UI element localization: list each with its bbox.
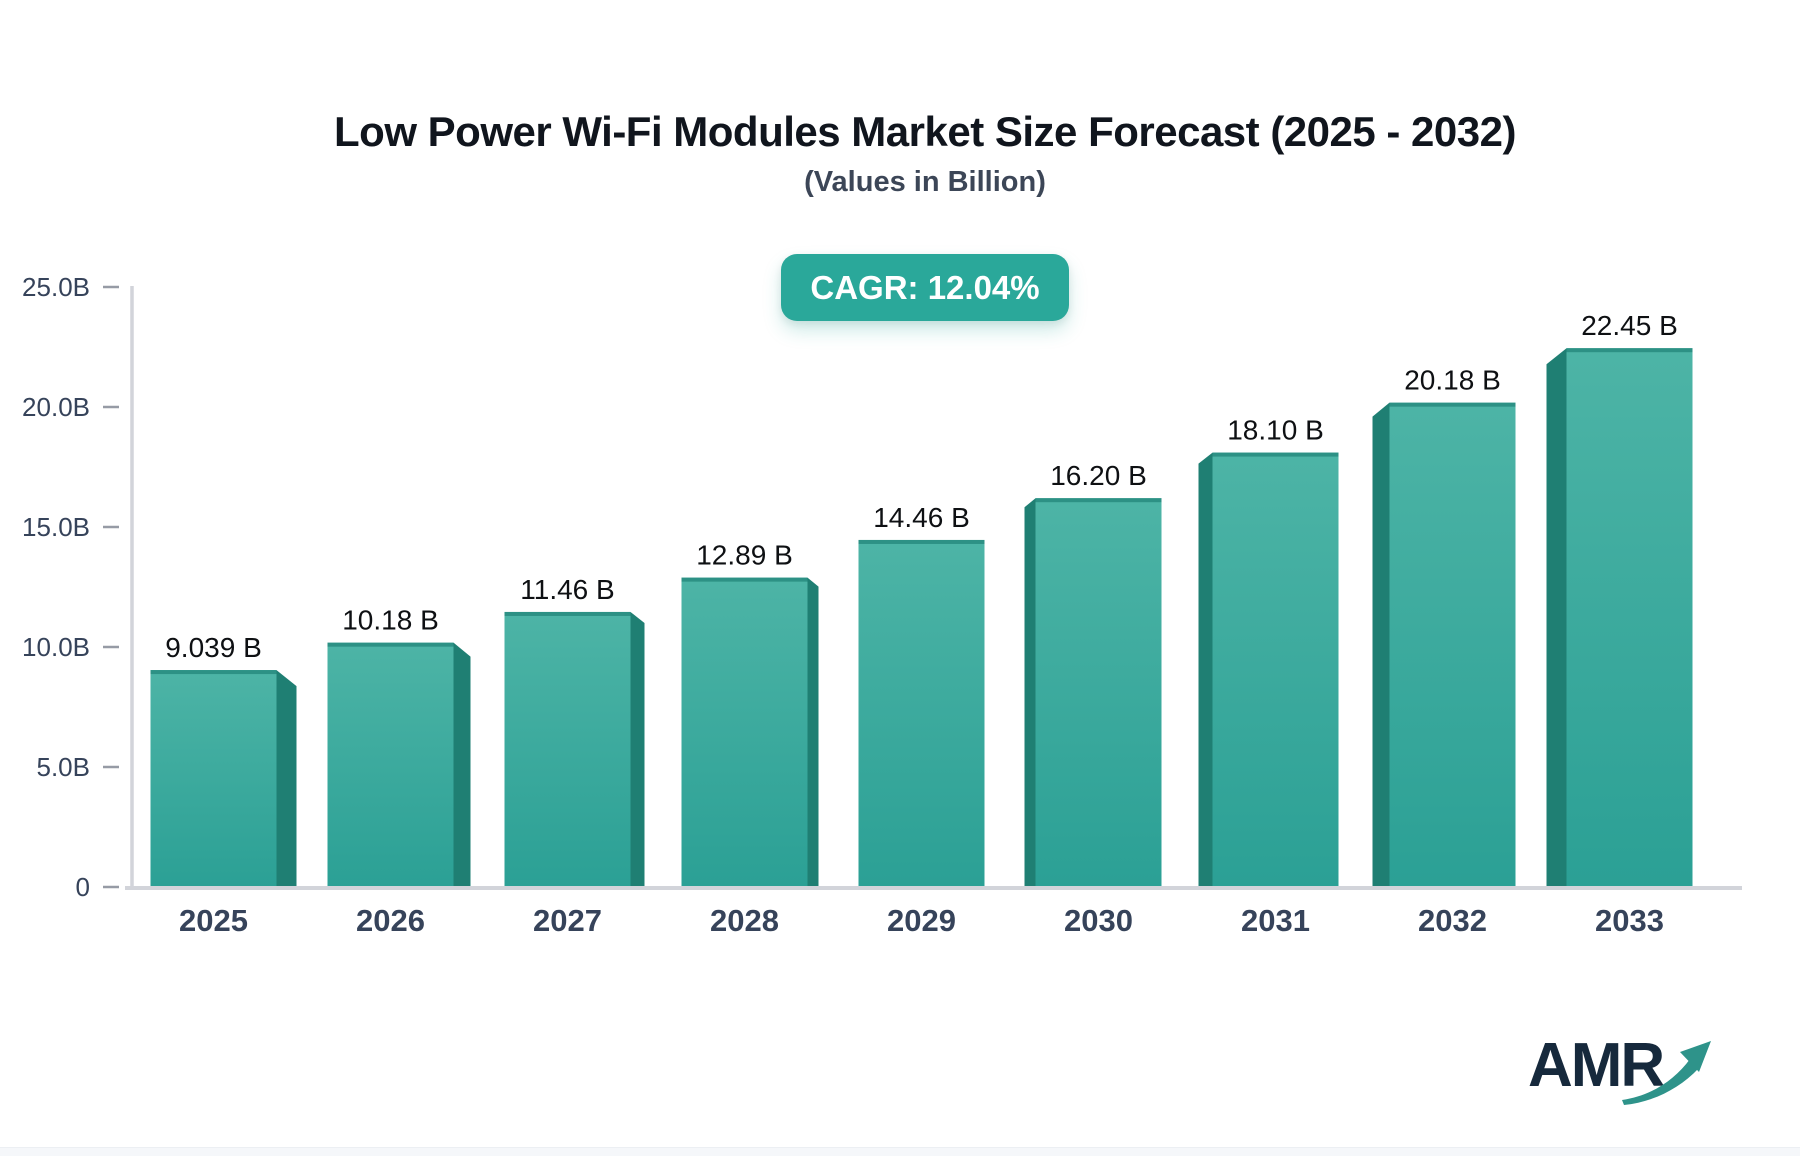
y-axis-label: 20.0B — [22, 392, 90, 422]
cagr-badge: CAGR: 12.04% — [781, 254, 1069, 321]
bar-front-face — [327, 642, 454, 887]
bar-top-edge — [681, 577, 808, 582]
x-axis-label: 2025 — [179, 903, 248, 938]
bar-value-label: 11.46 B — [520, 574, 614, 605]
bar-top-edge — [1566, 348, 1693, 353]
bar-2031 — [1198, 452, 1339, 887]
bar-top-edge — [327, 642, 454, 647]
bar-2030 — [1024, 498, 1162, 887]
x-axis-label: 2028 — [710, 903, 779, 938]
x-axis-label: 2026 — [356, 903, 425, 938]
bar-value-label: 22.45 B — [1581, 310, 1678, 341]
bar-side-face — [630, 611, 645, 887]
bar-top-edge — [1035, 498, 1162, 503]
bar-top-edge — [1212, 452, 1339, 457]
chart-subtitle: (Values in Billion) — [804, 166, 1046, 198]
y-axis-label: 15.0B — [22, 512, 90, 542]
bar-2026 — [327, 642, 471, 887]
bar-front-face — [1566, 348, 1693, 887]
bar-2025 — [150, 670, 297, 887]
amr-logo: AMR — [1528, 1030, 1728, 1110]
bar-value-label: 18.10 B — [1227, 415, 1324, 446]
x-axis-label: 2033 — [1595, 903, 1664, 938]
y-axis-label: 0 — [76, 872, 90, 902]
x-axis-label: 2030 — [1064, 903, 1133, 938]
bar-top-edge — [858, 539, 985, 544]
bar-value-label: 14.46 B — [873, 502, 970, 533]
bar-2027 — [504, 611, 645, 887]
bar-front-face — [504, 611, 631, 887]
bar-front-face — [858, 539, 985, 887]
bar-value-label: 16.20 B — [1050, 460, 1147, 491]
logo-arrow-swoosh — [1622, 1059, 1699, 1105]
bar-side-face — [276, 670, 297, 887]
bar-2029 — [858, 539, 985, 887]
x-axis-label: 2029 — [887, 903, 956, 938]
x-axis-label: 2031 — [1241, 903, 1310, 938]
bar-value-label: 20.18 B — [1404, 365, 1501, 396]
amr-logo-text: AMR — [1528, 1031, 1665, 1100]
bar-side-face — [1546, 348, 1567, 887]
bar-top-edge — [504, 611, 631, 616]
x-axis-label: 2027 — [533, 903, 602, 938]
bar-2028 — [681, 577, 819, 887]
bar-top-edge — [1389, 402, 1516, 407]
y-axis-label: 25.0B — [22, 272, 90, 302]
bar-side-face — [1198, 452, 1213, 887]
bar-2032 — [1372, 402, 1516, 887]
bar-front-face — [1212, 452, 1339, 887]
bar-front-face — [1035, 498, 1162, 887]
bar-value-label: 9.039 B — [165, 632, 262, 663]
bar-2033 — [1546, 348, 1693, 887]
x-axis-label: 2032 — [1418, 903, 1487, 938]
logo-arrow-head — [1680, 1041, 1711, 1072]
bar-front-face — [1389, 402, 1516, 887]
bar-side-face — [1372, 402, 1390, 887]
y-axis-label: 5.0B — [37, 752, 91, 782]
y-axis-label: 10.0B — [22, 632, 90, 662]
bar-front-face — [150, 670, 277, 887]
bar-front-face — [681, 577, 808, 887]
chart-title: Low Power Wi-Fi Modules Market Size Fore… — [334, 108, 1516, 155]
bar-value-label: 10.18 B — [342, 605, 439, 636]
bar-side-face — [453, 642, 471, 887]
bar-value-label: 12.89 B — [696, 540, 793, 571]
bar-side-face — [807, 577, 819, 887]
logo-growth-arrow-icon — [1622, 1041, 1711, 1105]
bar-side-face — [1024, 498, 1036, 887]
bar-top-edge — [150, 670, 277, 675]
bottom-edge-strip — [0, 1147, 1800, 1156]
